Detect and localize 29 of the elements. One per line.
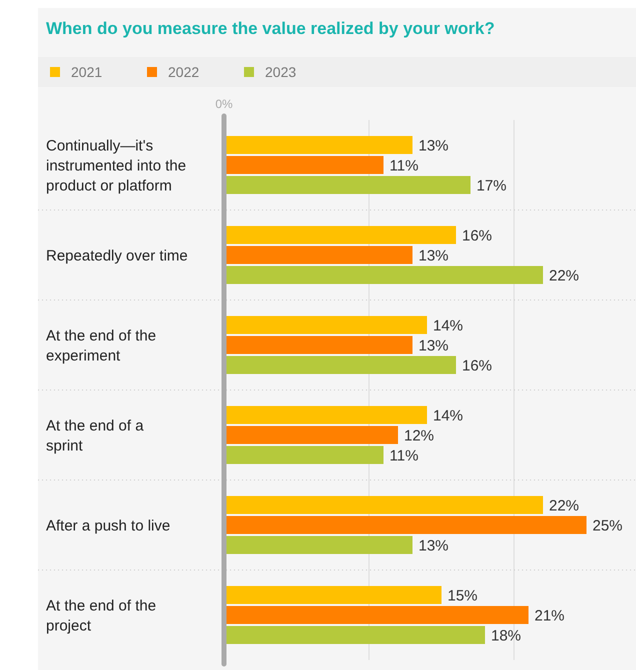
y-tick-label: After a push to live — [46, 517, 170, 534]
data-label: 13% — [418, 247, 449, 264]
y-tick-label: At the end of a sprint — [46, 417, 144, 454]
data-label: 14% — [433, 407, 464, 424]
y-tick-label: At the end of the experiment — [46, 327, 156, 364]
text: 0% — [215, 97, 233, 111]
chart-title: When do you measure the value realized by your work? — [46, 19, 495, 38]
data-label: 18% — [491, 627, 522, 644]
y-tick-label: At the end of the project — [46, 597, 156, 634]
data-label: 13% — [418, 537, 449, 554]
data-label: 21% — [534, 607, 565, 624]
data-label: 15% — [448, 587, 478, 604]
data-label: 11% — [390, 157, 418, 174]
data-label: 16% — [462, 227, 492, 244]
y-tick-label: Continually—it's instrumented into the product or platform — [46, 137, 186, 194]
legend-label: 2023 — [265, 64, 296, 80]
legend-label: 2022 — [168, 64, 200, 80]
data-label: 11% — [390, 447, 418, 464]
data-label: 25% — [592, 517, 623, 534]
data-label: 16% — [462, 357, 492, 374]
data-label: 13% — [418, 337, 449, 354]
legend-label: 2021 — [71, 64, 102, 80]
y-tick-label: Repeatedly over time — [46, 247, 188, 264]
data-label: 17% — [476, 177, 507, 194]
data-label: 22% — [549, 497, 580, 514]
data-label: 22% — [549, 267, 580, 284]
data-label: 12% — [404, 427, 434, 444]
data-label: 14% — [433, 317, 464, 334]
data-label: 13% — [418, 137, 449, 154]
